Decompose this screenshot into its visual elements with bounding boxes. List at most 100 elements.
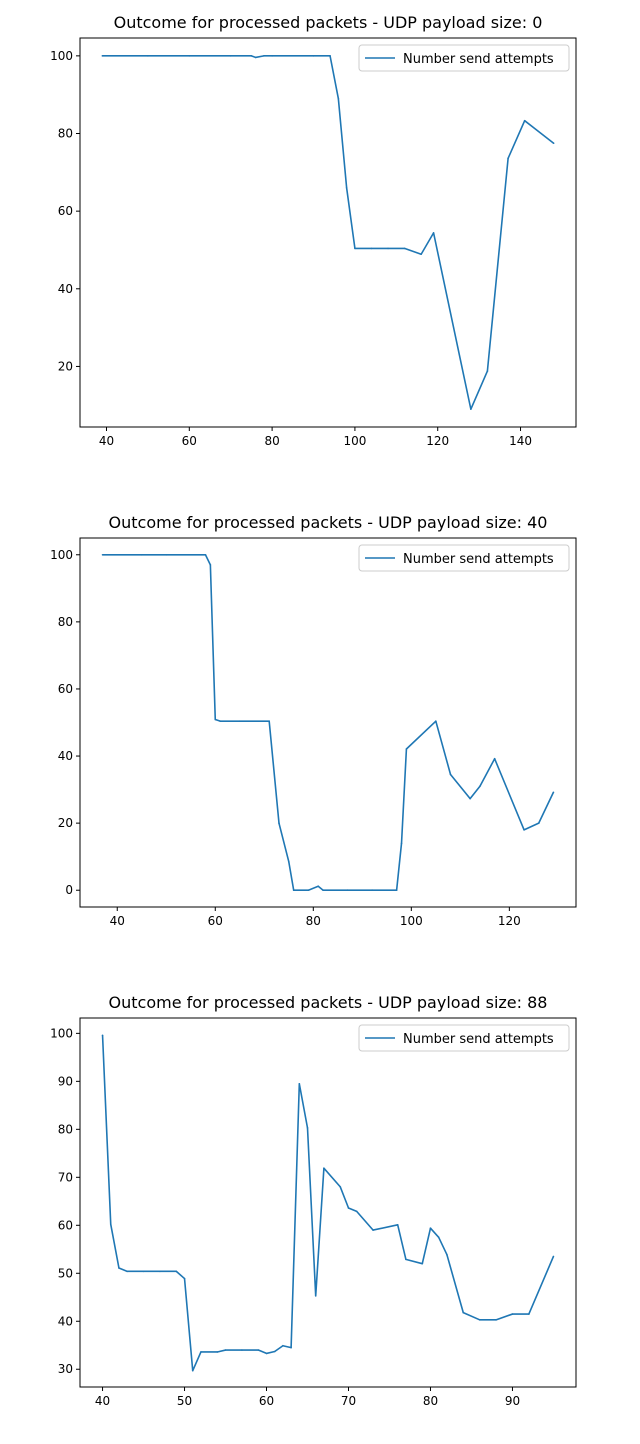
data-point	[229, 55, 232, 57]
data-point	[307, 889, 310, 892]
chart-2: Outcome for processed packets - UDP payl…	[50, 513, 577, 928]
x-tick-label: 90	[505, 1394, 520, 1408]
data-point	[552, 791, 555, 794]
chart-1: Outcome for processed packets - UDP payl…	[50, 13, 577, 448]
y-tick-label: 40	[58, 1314, 73, 1328]
y-tick-label: 80	[58, 127, 73, 141]
data-point	[323, 1167, 325, 1169]
data-point	[400, 842, 403, 845]
plot-area	[79, 37, 577, 428]
data-point	[507, 157, 509, 160]
data-point	[126, 1270, 128, 1273]
data-point	[298, 1082, 301, 1085]
x-tick-label: 80	[423, 1394, 438, 1408]
data-point	[278, 822, 280, 824]
data-point	[204, 553, 207, 556]
data-point	[552, 1255, 555, 1258]
x-tick-label: 60	[259, 1394, 274, 1408]
data-point	[209, 564, 212, 566]
data-point	[372, 1229, 374, 1231]
data-point	[224, 1349, 227, 1351]
data-point	[142, 1270, 145, 1273]
data-point	[292, 889, 295, 892]
data-point	[479, 785, 481, 788]
data-point	[188, 55, 191, 57]
data-point	[337, 97, 340, 100]
x-tick-label: 40	[110, 914, 125, 928]
data-point	[329, 55, 331, 57]
data-point	[528, 1313, 530, 1315]
y-tick-label: 80	[58, 615, 73, 629]
data-point	[421, 1262, 424, 1265]
data-point	[370, 247, 373, 250]
y-tick-label: 40	[58, 749, 73, 763]
data-point	[432, 232, 435, 234]
y-tick-label: 60	[58, 682, 73, 696]
data-point	[346, 889, 349, 892]
plot-area	[79, 537, 577, 908]
data-point	[437, 1236, 440, 1239]
data-point	[271, 55, 273, 57]
y-tick-label: 50	[58, 1266, 73, 1280]
x-tick-label: 70	[341, 1394, 356, 1408]
data-point	[101, 1034, 104, 1037]
data-point	[147, 55, 149, 57]
data-point	[191, 1369, 194, 1372]
data-point	[183, 1277, 186, 1280]
data-point	[493, 757, 496, 760]
data-point	[175, 1270, 178, 1273]
y-tick-label: 0	[65, 883, 73, 897]
x-tick-label: 80	[264, 434, 279, 448]
data-point	[396, 1224, 399, 1226]
x-tick-label: 50	[177, 1394, 192, 1408]
y-tick-label: 100	[50, 548, 73, 562]
data-point	[395, 889, 398, 892]
data-point	[140, 553, 143, 556]
y-tick-label: 60	[58, 204, 73, 218]
data-point	[446, 1253, 448, 1256]
data-point	[263, 55, 265, 57]
data-point	[101, 55, 104, 57]
data-point	[523, 829, 525, 831]
data-point	[523, 119, 526, 122]
data-point	[268, 720, 270, 722]
data-point	[449, 773, 452, 776]
data-point	[287, 860, 290, 863]
y-tick-label: 40	[58, 282, 73, 296]
data-point	[216, 1351, 219, 1353]
chart-title: Outcome for processed packets - UDP payl…	[109, 993, 548, 1012]
data-point	[306, 1127, 309, 1129]
data-point	[165, 553, 168, 556]
x-tick-label: 60	[182, 434, 197, 448]
data-point	[511, 1313, 514, 1315]
data-point	[254, 56, 257, 59]
data-point	[322, 889, 324, 892]
data-point	[495, 1319, 497, 1321]
y-tick-label: 20	[58, 359, 73, 373]
chart-title: Outcome for processed packets - UDP payl…	[114, 13, 543, 32]
data-point	[470, 408, 472, 410]
data-point	[469, 797, 471, 800]
series-line	[102, 55, 555, 410]
chart-3: Outcome for processed packets - UDP payl…	[50, 993, 577, 1408]
data-point	[250, 55, 253, 57]
y-tick-label: 90	[58, 1074, 73, 1088]
data-point	[282, 1344, 284, 1347]
x-tick-label: 120	[498, 914, 521, 928]
data-point	[345, 187, 348, 189]
legend-label: Number send attempts	[403, 1032, 554, 1047]
data-point	[355, 1210, 358, 1213]
legend	[358, 1024, 570, 1052]
data-point	[403, 247, 406, 250]
data-point	[219, 720, 221, 722]
x-tick-label: 80	[306, 914, 321, 928]
plot-area	[79, 1017, 577, 1388]
series-line	[101, 1035, 555, 1372]
legend	[358, 44, 570, 72]
data-point	[537, 822, 540, 824]
data-point	[118, 1267, 120, 1269]
data-point	[462, 1311, 465, 1314]
chart-title: Outcome for processed packets - UDP payl…	[109, 513, 548, 532]
